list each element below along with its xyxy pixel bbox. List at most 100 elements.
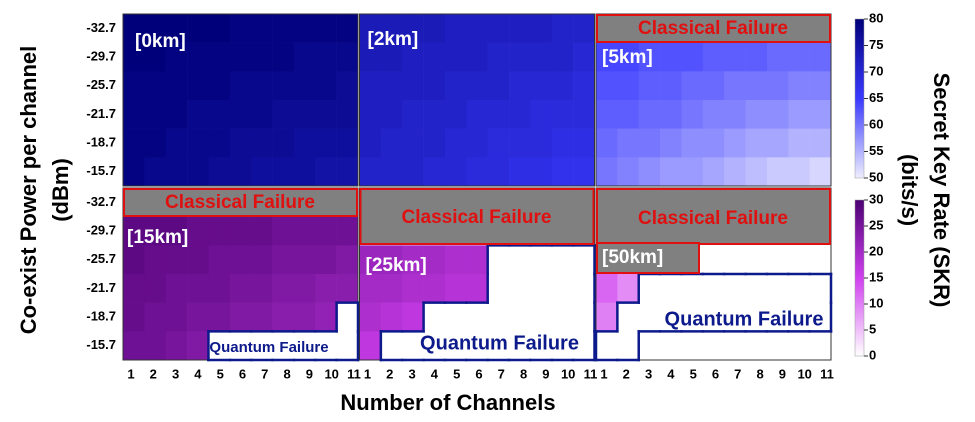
heatmap-cell — [724, 71, 746, 101]
failure-cell — [617, 331, 640, 361]
y-tick-label: -21.7 — [86, 280, 116, 295]
heatmap-cell — [402, 157, 424, 187]
heatmap-cell — [293, 157, 316, 187]
y-tick-label: -32.7 — [86, 194, 116, 209]
heatmap-cell — [380, 42, 403, 72]
heatmap-cell — [272, 245, 295, 275]
heatmap-cell — [573, 157, 595, 187]
heatmap-cell — [315, 100, 337, 129]
heatmap-cell — [596, 42, 618, 72]
failure-cell — [509, 302, 531, 332]
heatmap-cell — [251, 14, 273, 43]
x-tick-label: 9 — [542, 366, 549, 381]
failure-cell — [724, 331, 746, 361]
heatmap-cell — [187, 157, 209, 187]
heatmap-cell — [272, 216, 295, 246]
heatmap-cell — [444, 71, 467, 101]
failure-cell — [809, 331, 832, 361]
heatmap-cell — [402, 302, 424, 332]
failure-cell — [745, 274, 768, 303]
heatmap-cell — [272, 302, 295, 332]
x-tick-label: 10 — [561, 366, 575, 381]
heatmap-cell — [229, 216, 252, 246]
failure-cell — [809, 302, 832, 332]
heatmap-cell — [638, 157, 661, 187]
x-tick-label: 3 — [172, 366, 179, 381]
heatmap-cell — [315, 274, 337, 303]
heatmap-cell — [509, 128, 531, 158]
heatmap-cell — [208, 42, 231, 72]
panel-border — [359, 13, 595, 187]
heatmap-cell — [293, 71, 316, 101]
heatmap-cell — [766, 42, 789, 72]
x-tick-label: 7 — [734, 366, 741, 381]
heatmap-cell — [788, 157, 810, 187]
heatmap-cell — [293, 216, 316, 246]
panel-label: [5km] — [602, 47, 653, 68]
x-tick-label: 7 — [261, 366, 268, 381]
heatmap-cell — [766, 71, 789, 101]
x-tick-label: 4 — [667, 366, 675, 381]
heatmap-cell — [123, 14, 145, 43]
panel-label: [15km] — [127, 227, 188, 248]
heatmap-cell — [660, 128, 682, 158]
failure-cell — [596, 331, 618, 361]
heatmap-cell — [380, 71, 403, 101]
colorbar-tick-label: 65 — [869, 90, 883, 105]
heatmap-cell — [144, 245, 167, 275]
heatmap-cell — [423, 128, 446, 158]
heatmap-cell — [359, 42, 382, 72]
heatmap-cell — [617, 100, 640, 129]
failure-cell — [681, 331, 704, 361]
failure-cell — [293, 331, 316, 361]
heatmap-cell — [681, 157, 704, 187]
heatmap-cell — [144, 331, 167, 361]
failure-cell — [272, 331, 295, 361]
heatmap-cell — [380, 302, 403, 332]
heatmap-cell — [444, 274, 467, 303]
heatmap-cell — [509, 100, 531, 129]
heatmap-cell — [336, 42, 359, 72]
heatmap-cell — [251, 71, 273, 101]
heatmap-cell — [123, 274, 145, 303]
heatmap-cell — [336, 157, 359, 187]
heatmap-cell — [724, 100, 746, 129]
failure-cell — [487, 274, 510, 303]
failure-cell — [809, 274, 832, 303]
failure-cell — [766, 245, 789, 275]
heatmap-cell — [187, 128, 209, 158]
failure-cell — [660, 274, 682, 303]
heatmap-cell — [144, 216, 167, 246]
heatmap-cell — [681, 71, 704, 101]
heatmap-cell — [573, 14, 595, 43]
failure-cell — [638, 302, 661, 332]
heatmap-cell — [638, 128, 661, 158]
heatmap-cell — [187, 302, 209, 332]
heatmap-cell — [745, 42, 768, 72]
failure-cell — [660, 302, 682, 332]
heatmap-cell — [724, 157, 746, 187]
heatmap-cell — [809, 100, 832, 129]
classical-failure-label: Classical Failure — [638, 18, 788, 39]
y-tick-label: -18.7 — [86, 308, 116, 323]
heatmap-cell — [272, 42, 295, 72]
heatmap-cell — [617, 71, 640, 101]
heatmap-cell — [123, 100, 145, 129]
failure-cell — [573, 274, 595, 303]
heatmap-cell — [444, 100, 467, 129]
heatmap-cell — [359, 71, 382, 101]
failure-cell — [487, 245, 510, 275]
colorbar-tick-label: 20 — [869, 243, 883, 258]
x-axis-label: Number of Channels — [340, 390, 555, 415]
x-tick-label: 2 — [623, 366, 630, 381]
heatmap-cell — [336, 14, 359, 43]
x-tick-label: 6 — [712, 366, 719, 381]
x-tick-label: 2 — [386, 366, 393, 381]
x-tick-label: 6 — [239, 366, 246, 381]
failure-cell — [444, 302, 467, 332]
x-tick-label: 6 — [475, 366, 482, 381]
y-axis-label: (dBm) — [48, 158, 73, 222]
heatmap-cell — [208, 14, 231, 43]
heatmap-cell — [423, 42, 446, 72]
heatmap-cell — [187, 42, 209, 72]
